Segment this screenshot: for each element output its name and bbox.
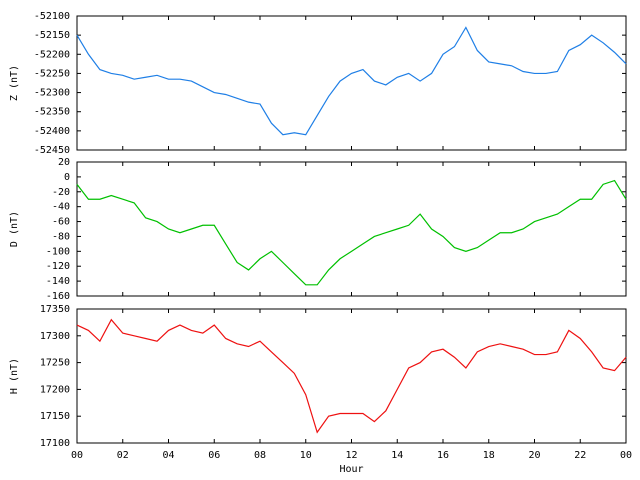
- data-line: [76, 26, 627, 136]
- x-tick-label: 04: [162, 450, 174, 461]
- y-tick-label: -20: [52, 187, 70, 198]
- data-line: [76, 318, 627, 434]
- y-tick-label: -80: [52, 231, 70, 242]
- plot-frame: [76, 15, 627, 151]
- y-axis-label: H (nT): [9, 358, 20, 394]
- x-tick-label: 18: [483, 450, 495, 461]
- x-axis-label: Hour: [339, 464, 363, 475]
- y-tick-label: 17350: [40, 304, 70, 315]
- y-tick-label: 17200: [40, 384, 70, 395]
- plot-frame: [76, 161, 627, 297]
- y-tick-label: -52450: [34, 145, 70, 156]
- y-tick-label: -52200: [34, 49, 70, 60]
- y-tick-label: -52250: [34, 68, 70, 79]
- x-tick-label: 10: [300, 450, 312, 461]
- y-tick-label: 17150: [40, 411, 70, 422]
- x-tick-label: 12: [345, 450, 357, 461]
- y-tick-label: -52400: [34, 126, 70, 137]
- y-tick-label: -40: [52, 202, 70, 213]
- y-tick-label: 20: [58, 157, 70, 168]
- y-tick-label: -160: [46, 291, 70, 302]
- x-tick-label: 08: [254, 450, 266, 461]
- y-tick-label: -100: [46, 246, 70, 257]
- y-tick-label: 17250: [40, 358, 70, 369]
- x-tick-label: 22: [574, 450, 586, 461]
- y-tick-label: -52100: [34, 11, 70, 22]
- y-tick-label: -120: [46, 261, 70, 272]
- y-tick-label: 17100: [40, 438, 70, 449]
- y-tick-label: 0: [64, 172, 70, 183]
- x-tick-label: 00: [71, 450, 83, 461]
- y-axis-label: Z (nT): [9, 65, 20, 101]
- y-tick-label: -52300: [34, 88, 70, 99]
- x-tick-label: 16: [437, 450, 449, 461]
- x-tick-label: 06: [208, 450, 220, 461]
- x-tick-label: 14: [391, 450, 403, 461]
- y-axis-label: D (nT): [9, 211, 20, 247]
- x-tick-label: 00: [620, 450, 632, 461]
- x-tick-label: 02: [117, 450, 129, 461]
- x-tick-label: 20: [528, 450, 540, 461]
- y-tick-label: 17300: [40, 331, 70, 342]
- y-tick-label: -60: [52, 217, 70, 228]
- y-tick-label: -52150: [34, 30, 70, 41]
- plot-frame: [76, 308, 627, 444]
- y-tick-label: -140: [46, 276, 70, 287]
- y-tick-label: -52350: [34, 107, 70, 118]
- data-line: [76, 179, 627, 286]
